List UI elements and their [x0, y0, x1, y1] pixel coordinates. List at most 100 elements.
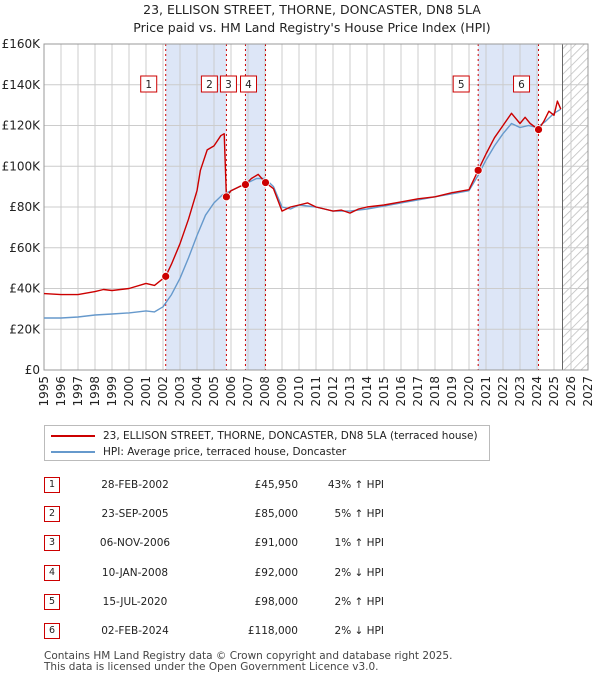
transaction-marker: 2: [44, 505, 60, 522]
transaction-date: 23-SEP-2005: [101, 507, 169, 520]
transaction-marker: 1: [44, 476, 60, 493]
sale-label-box: [200, 75, 218, 93]
x-tick-label: 2004: [190, 376, 204, 407]
x-tick-label: 2025: [547, 376, 561, 407]
x-tick-label: 2015: [377, 376, 391, 407]
sale-label-box: [219, 75, 237, 93]
transaction-price: £92,000: [254, 566, 298, 579]
x-tick-label: 1996: [54, 376, 68, 407]
x-tick-label: 2010: [292, 376, 306, 407]
x-tick-label: 2020: [462, 376, 476, 407]
y-tick-label: £140K: [2, 78, 42, 92]
x-tick-label: 2008: [258, 376, 272, 407]
legend-label-hpi: HPI: Average price, terraced house, Donc…: [103, 446, 347, 458]
transaction-date: 10-JAN-2008: [101, 566, 169, 579]
x-tick-label: 2007: [241, 376, 255, 407]
transaction-hpi: 2% ↓ HPI: [334, 625, 384, 638]
transaction-row: 4 10-JAN-2008 £92,000 2% ↓ HPI: [44, 558, 384, 587]
sale-label-box: [140, 75, 158, 93]
x-tick-label: 1995: [37, 376, 51, 407]
transaction-row: 5 15-JUL-2020 £98,000 2% ↑ HPI: [44, 587, 384, 616]
sale-point: [534, 125, 543, 134]
y-tick-label: £0: [25, 363, 40, 377]
sale-point: [473, 165, 483, 175]
transaction-price: £85,000: [254, 507, 298, 520]
legend-swatch-hpi: [51, 451, 95, 453]
y-tick-label: £20K: [9, 322, 41, 336]
transaction-marker: 6: [44, 623, 60, 640]
x-tick-label: 2012: [326, 376, 340, 407]
transaction-row: 3 06-NOV-2006 £91,000 1% ↑ HPI: [44, 529, 384, 558]
legend-item-property: 23, ELLISON STREET, THORNE, DONCASTER, D…: [51, 429, 478, 443]
chart-title-line1: 23, ELLISON STREET, THORNE, DONCASTER, D…: [143, 2, 481, 17]
legend-swatch-property: [51, 435, 95, 437]
transaction-date: 15-JUL-2020: [102, 595, 168, 608]
transaction-hpi: 43% ↑ HPI: [327, 478, 384, 491]
legend-item-hpi: HPI: Average price, terraced house, Donc…: [51, 445, 346, 459]
transaction-num-cell: 6: [44, 616, 76, 645]
transaction-marker: 5: [44, 593, 60, 610]
transaction-hpi: 2% ↓ HPI: [334, 566, 384, 579]
transaction-row: 2 23-SEP-2005 £85,000 5% ↑ HPI: [44, 499, 384, 528]
transaction-price: £98,000: [254, 595, 298, 608]
property-series-line: [43, 100, 562, 296]
sale-label-text: 6: [518, 79, 525, 91]
transaction-hpi: 2% ↑ HPI: [334, 595, 384, 608]
legend-label-property: 23, ELLISON STREET, THORNE, DONCASTER, D…: [103, 430, 478, 442]
x-tick-label: 2022: [496, 376, 510, 407]
price-chart: 23, ELLISON STREET, THORNE, DONCASTER, D…: [2, 2, 595, 407]
x-tick-label: 2011: [309, 376, 323, 407]
footer-licence: This data is licensed under the Open Gov…: [44, 661, 379, 673]
footer-copyright: Contains HM Land Registry data © Crown c…: [44, 650, 453, 662]
sale-label-text: 4: [245, 79, 252, 91]
x-tick-label: 2003: [173, 376, 187, 407]
y-tick-label: £100K: [2, 159, 42, 173]
chart-title-line2: Price paid vs. HM Land Registry's House …: [133, 20, 490, 35]
transaction-price: £118,000: [247, 625, 298, 638]
x-tick-label: 2001: [139, 376, 153, 407]
sale-point: [241, 180, 250, 189]
x-tick-label: 2026: [564, 376, 578, 407]
sale-point: [222, 192, 231, 202]
x-tick-label: 2013: [343, 376, 357, 407]
transaction-date: 28-FEB-2002: [101, 478, 169, 491]
sale-label-text: 1: [145, 79, 152, 91]
transactions-table: 1 28-FEB-2002 £45,950 43% ↑ HPI 2 23-SEP-2005…: [44, 470, 384, 646]
transaction-hpi: 1% ↑ HPI: [334, 537, 384, 550]
transaction-num-cell: 2: [44, 499, 76, 528]
x-tick-label: 2000: [122, 376, 136, 407]
x-tick-label: 1998: [88, 376, 102, 407]
x-tick-label: 2014: [360, 376, 374, 407]
x-tick-label: 2023: [513, 376, 527, 407]
x-tick-label: 2021: [479, 376, 493, 407]
hpi-series-line: [44, 108, 562, 319]
transaction-hpi: 5% ↑ HPI: [334, 507, 384, 520]
transaction-price: £91,000: [254, 537, 298, 550]
sale-label-text: 3: [225, 79, 232, 91]
x-tick-label: 2019: [445, 376, 459, 407]
x-tick-label: 2027: [581, 376, 595, 407]
x-tick-label: 2006: [224, 376, 238, 407]
sale-label-box: [452, 75, 470, 93]
y-tick-label: £40K: [9, 282, 41, 296]
x-tick-label: 2017: [411, 376, 425, 407]
y-tick-label: £60K: [9, 241, 41, 255]
transaction-num-cell: 3: [44, 529, 76, 558]
sale-label-box: [513, 75, 531, 93]
transaction-num-cell: 1: [44, 470, 76, 499]
y-tick-label: £80K: [9, 200, 41, 214]
x-tick-label: 2024: [530, 376, 544, 407]
y-tick-label: £160K: [2, 37, 42, 51]
x-tick-label: 1997: [71, 376, 85, 407]
sale-label-text: 2: [206, 79, 213, 91]
transaction-row: 6 02-FEB-2024 £118,000 2% ↓ HPI: [44, 616, 384, 645]
plot-frame: [43, 43, 589, 371]
sale-point: [261, 178, 270, 187]
x-tick-label: 2016: [394, 376, 408, 407]
transaction-num-cell: 4: [44, 558, 76, 587]
x-tick-label: 2009: [275, 376, 289, 407]
transaction-date: 02-FEB-2024: [101, 625, 169, 638]
transaction-num-cell: 5: [44, 587, 76, 616]
transaction-price: £45,950: [254, 478, 298, 491]
transaction-row: 1 28-FEB-2002 £45,950 43% ↑ HPI: [44, 470, 384, 499]
